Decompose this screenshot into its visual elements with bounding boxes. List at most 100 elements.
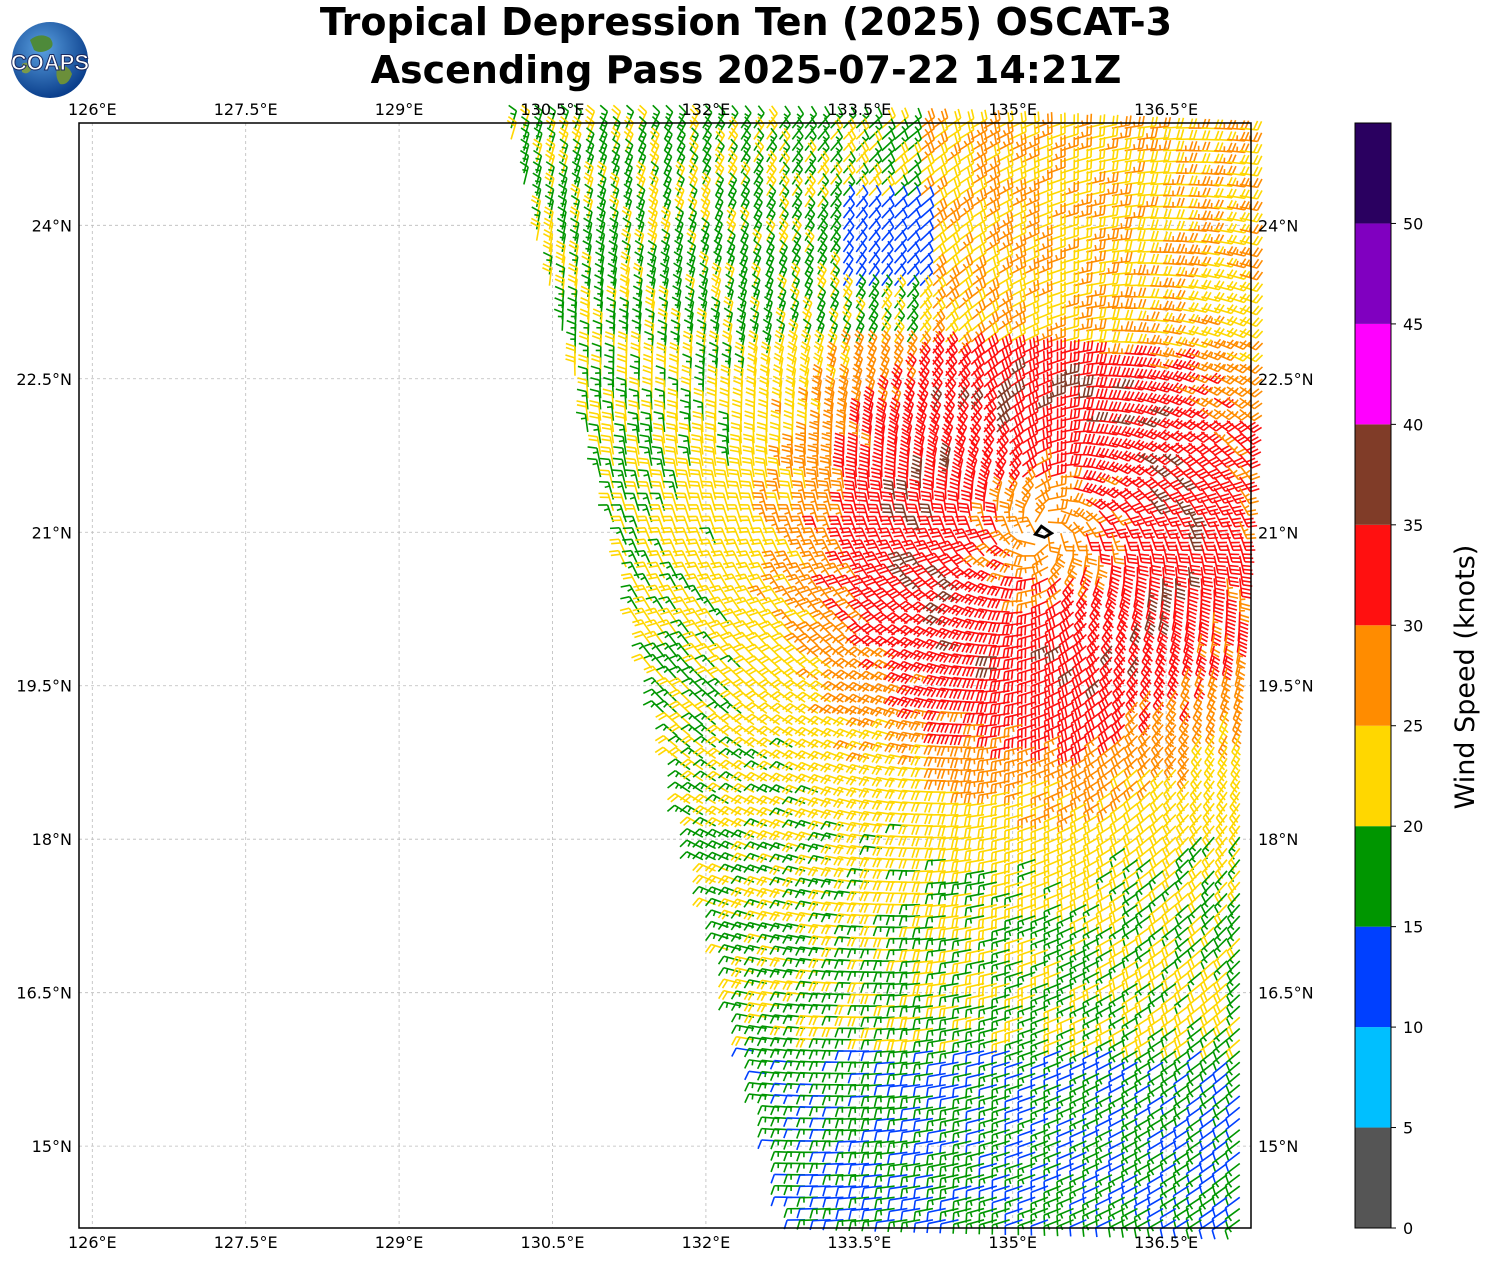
wind-barb (1048, 191, 1065, 206)
wind-barb-feather (1130, 275, 1132, 284)
wind-barb-feather (979, 280, 982, 289)
wind-barb-feather (990, 164, 992, 168)
wind-barb-feather (1030, 187, 1032, 192)
wind-barb-feather (1034, 158, 1035, 167)
wind-barb-feather (951, 312, 955, 320)
wind-barb-feather (981, 213, 983, 222)
wind-barb-feather (990, 141, 992, 145)
wind-barb (1099, 206, 1118, 219)
wind-barb (1112, 127, 1131, 140)
wind-barb-feather (757, 136, 761, 139)
wind-barb-feather (1155, 208, 1157, 217)
wind-barb-feather (917, 186, 921, 195)
wind-barb-feather (832, 293, 836, 295)
wind-barb-feather (611, 248, 616, 249)
wind-barb-feather (1025, 201, 1026, 210)
wind-barb-feather (1219, 120, 1222, 129)
wind-barb-feather (1224, 249, 1225, 254)
wind-barb-feather (1104, 228, 1105, 237)
wind-barb-feather (872, 294, 876, 297)
wind-barb-feather (1091, 182, 1092, 191)
wind-barb-feather (1038, 145, 1039, 154)
wind-barb-feather (1025, 134, 1026, 143)
wind-barb-feather (968, 134, 970, 143)
wind-barb-feather (1025, 122, 1026, 131)
wind-barb-feather (1004, 130, 1006, 134)
wind-barb-feather (1034, 181, 1035, 190)
wind-barb-feather (951, 301, 955, 310)
wind-barb-feather (1011, 155, 1012, 164)
wind-barb-feather (665, 139, 672, 145)
wind-barb-feather (1017, 142, 1019, 147)
wind-barb-feather (1130, 218, 1132, 227)
wind-barb-feather (938, 301, 943, 309)
wind-barb-feather (766, 316, 771, 317)
wind-barb-feather (796, 148, 800, 151)
wind-barb-feather (968, 156, 970, 165)
wind-barb (1048, 146, 1065, 161)
wind-barb-feather (1117, 228, 1119, 237)
wind-barb-feather (1155, 242, 1158, 251)
wind-barb-feather (1190, 164, 1193, 173)
wind-barb-feather (1139, 322, 1142, 331)
wind-barb-feather (929, 242, 933, 251)
wind-barb-feather (727, 293, 732, 294)
wind-barb-feather (1126, 196, 1128, 205)
wind-barb-feather (1078, 317, 1079, 326)
wind-barb-feather (915, 160, 918, 164)
wind-barb-feather (1121, 201, 1122, 206)
wind-barb-feather (929, 220, 933, 229)
wind-barb-feather (808, 204, 812, 207)
wind-barb-feather (1051, 191, 1052, 200)
wind-barb-staff (933, 306, 945, 319)
wind-barb-feather (637, 248, 642, 249)
wind-barb-feather (1069, 210, 1070, 215)
wind-barb-feather (931, 119, 934, 128)
wind-barb-feather (1056, 255, 1058, 260)
wind-barb-feather (1177, 232, 1180, 241)
wind-barb-feather (943, 220, 947, 229)
wind-barb-feather (675, 282, 680, 283)
wind-barb-feather (1100, 138, 1101, 147)
wind-barb-feather (1011, 223, 1013, 232)
wind-barb-feather (967, 212, 970, 221)
wind-barb-feather (954, 212, 957, 221)
wind-barb-feather (976, 287, 979, 291)
wind-barb-feather (941, 156, 944, 165)
wind-barb-feather (1130, 206, 1132, 215)
wind-barb-feather (916, 219, 920, 227)
wind-barb-feather (783, 170, 787, 173)
wind-barb-feather (1194, 176, 1197, 185)
wind-barb-feather (1078, 305, 1079, 314)
wind-barb-feather (1069, 143, 1070, 148)
wind-barb-feather (580, 321, 589, 324)
wind-barb-feather (678, 150, 685, 156)
wind-barb-feather (876, 196, 881, 204)
wind-barb-staff (907, 261, 919, 274)
wind-barb-feather (1100, 194, 1101, 203)
wind-barb-feather (929, 231, 933, 240)
wind-barb-feather (1056, 143, 1058, 148)
wind-barb-feather (1147, 133, 1148, 138)
wind-barb-feather (770, 136, 774, 139)
wind-barb-feather (546, 260, 551, 261)
wind-barb-feather (1113, 263, 1115, 272)
wind-barb-feather (1130, 172, 1132, 181)
wind-barb-feather (915, 144, 919, 153)
wind-barb-feather (976, 332, 979, 336)
wind-barb-feather (985, 143, 987, 152)
wind-barb-feather (599, 215, 604, 216)
wind-barb-feather (1139, 276, 1142, 285)
wind-barb (920, 164, 934, 184)
wind-barb-feather (664, 237, 669, 238)
wind-barb-feather (955, 134, 958, 143)
wind-barb-feather (1003, 299, 1006, 303)
wind-barb-feather (636, 305, 641, 306)
wind-barb-feather (994, 191, 996, 200)
wind-barb-feather (732, 106, 738, 113)
wind-barb-feather (831, 297, 838, 304)
wind-barb (1048, 158, 1065, 173)
wind-barb-feather (1038, 134, 1039, 143)
wind-barb-feather (688, 293, 693, 294)
wind-barb-feather (1025, 167, 1026, 176)
